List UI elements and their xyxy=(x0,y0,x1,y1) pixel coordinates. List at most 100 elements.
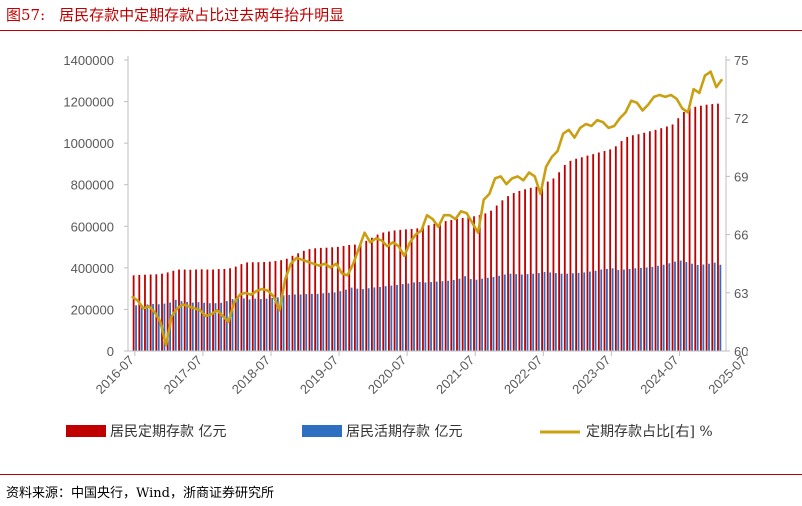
ratio-point xyxy=(227,321,230,323)
left-tick-label: 200000 xyxy=(71,302,114,317)
demand-deposit-bar xyxy=(350,287,353,351)
ratio-point xyxy=(137,299,139,302)
fixed-deposit-bar xyxy=(246,262,248,351)
demand-deposit-bar xyxy=(339,291,342,351)
ratio-point xyxy=(346,274,349,276)
fixed-deposit-bar xyxy=(643,132,646,351)
demand-deposit-bar xyxy=(373,287,376,351)
fixed-deposit-bar xyxy=(552,178,555,351)
ratio-point xyxy=(693,88,695,90)
ratio-point xyxy=(545,166,547,168)
legend: 居民定期存款 亿元 居民活期存款 亿元 定期存款占比[右] % xyxy=(66,424,713,440)
ratio-line-series xyxy=(131,70,724,347)
fixed-deposit-bar xyxy=(353,244,356,351)
ratio-point xyxy=(210,313,213,315)
right-tick-label: 60 xyxy=(734,344,748,359)
demand-deposit-bar xyxy=(577,272,580,351)
fixed-deposit-bar xyxy=(688,108,691,351)
demand-deposit-bar xyxy=(486,277,489,351)
ratio-point xyxy=(148,305,150,307)
demand-deposit-bar xyxy=(600,269,603,351)
ratio-point xyxy=(437,226,439,228)
demand-deposit-bar xyxy=(657,265,659,351)
x-tick-label: 2025-07 xyxy=(705,353,749,397)
ratio-point xyxy=(171,315,173,317)
ratio-point xyxy=(454,218,456,220)
ratio-point xyxy=(579,127,581,129)
ratio-point xyxy=(369,241,371,243)
demand-deposit-bar xyxy=(651,266,654,351)
ratio-point xyxy=(698,92,700,94)
figure-number: 图57: xyxy=(6,6,46,24)
demand-deposit-bar xyxy=(498,275,501,351)
ratio-point xyxy=(624,111,627,113)
demand-deposit-bar xyxy=(288,294,291,351)
fixed-deposit-bar xyxy=(665,126,668,351)
fixed-deposit-bar xyxy=(478,215,481,351)
fixed-deposit-bar xyxy=(705,104,708,351)
ratio-point xyxy=(613,125,615,127)
x-tick-label: 2016-07 xyxy=(93,353,137,397)
ratio-point xyxy=(505,183,508,185)
bottom-rule xyxy=(0,474,802,475)
fixed-deposit-bar xyxy=(501,200,504,351)
ratio-point xyxy=(142,307,144,309)
demand-deposit-bar xyxy=(430,281,432,351)
fixed-deposit-bar xyxy=(195,269,197,351)
ratio-point xyxy=(585,123,587,125)
ratio-point xyxy=(273,296,275,298)
fixed-deposit-bar xyxy=(546,181,549,351)
right-tick-label: 72 xyxy=(734,111,748,126)
ratio-point xyxy=(420,230,422,232)
demand-deposit-bar xyxy=(333,292,336,351)
demand-deposit-bar xyxy=(379,286,381,351)
ratio-point xyxy=(290,263,292,265)
ratio-point xyxy=(154,311,156,313)
ratio-point xyxy=(312,263,315,265)
x-tick-label: 2019-07 xyxy=(297,353,341,397)
fixed-deposit-bar xyxy=(512,193,515,351)
ratio-point xyxy=(301,259,303,261)
ratio-point xyxy=(551,156,553,158)
demand-deposit-bar xyxy=(606,268,608,351)
demand-deposit-bar xyxy=(571,273,574,351)
fixed-deposit-bar xyxy=(569,160,572,351)
fixed-deposit-bar xyxy=(671,124,674,351)
legend-label-fixed: 居民定期存款 亿元 xyxy=(110,424,226,440)
fixed-deposit-bar xyxy=(257,262,260,351)
demand-deposit-bar xyxy=(367,288,370,351)
ratio-point xyxy=(188,305,190,307)
ratio-point xyxy=(284,278,286,280)
fixed-deposit-bar xyxy=(603,151,606,351)
demand-deposit-bar xyxy=(390,285,393,351)
ratio-point xyxy=(307,261,309,263)
demand-deposit-bar xyxy=(276,297,279,351)
demand-deposit-bar xyxy=(464,276,466,351)
fixed-deposit-bar xyxy=(563,164,566,351)
ratio-point xyxy=(619,117,621,119)
demand-deposit-bar xyxy=(441,281,444,351)
fixed-deposit-bar xyxy=(172,270,175,351)
ratio-point xyxy=(715,86,717,88)
legend-swatch-fixed xyxy=(66,425,106,437)
fixed-deposit-bar xyxy=(393,230,396,351)
ratio-point xyxy=(375,237,377,240)
ratio-point xyxy=(573,137,576,139)
fixed-deposit-bar xyxy=(586,155,589,351)
fixed-deposit-bar xyxy=(484,213,487,351)
ratio-point xyxy=(443,214,445,216)
ratio-point xyxy=(687,111,689,113)
fixed-deposit-bar xyxy=(251,262,254,351)
fixed-deposit-bar xyxy=(683,111,685,352)
fixed-deposit-bar xyxy=(529,187,532,351)
ratio-point xyxy=(392,241,394,243)
left-tick-label: 800000 xyxy=(71,178,114,193)
demand-deposit-bar xyxy=(311,293,313,351)
fixed-deposit-bar xyxy=(416,228,419,351)
demand-deposit-bar xyxy=(265,298,268,351)
demand-deposit-bar xyxy=(526,274,529,351)
demand-deposit-bar xyxy=(566,273,569,351)
fixed-deposit-bar xyxy=(717,103,719,352)
fixed-deposit-bar xyxy=(575,158,578,351)
fixed-deposit-bar xyxy=(614,146,617,351)
